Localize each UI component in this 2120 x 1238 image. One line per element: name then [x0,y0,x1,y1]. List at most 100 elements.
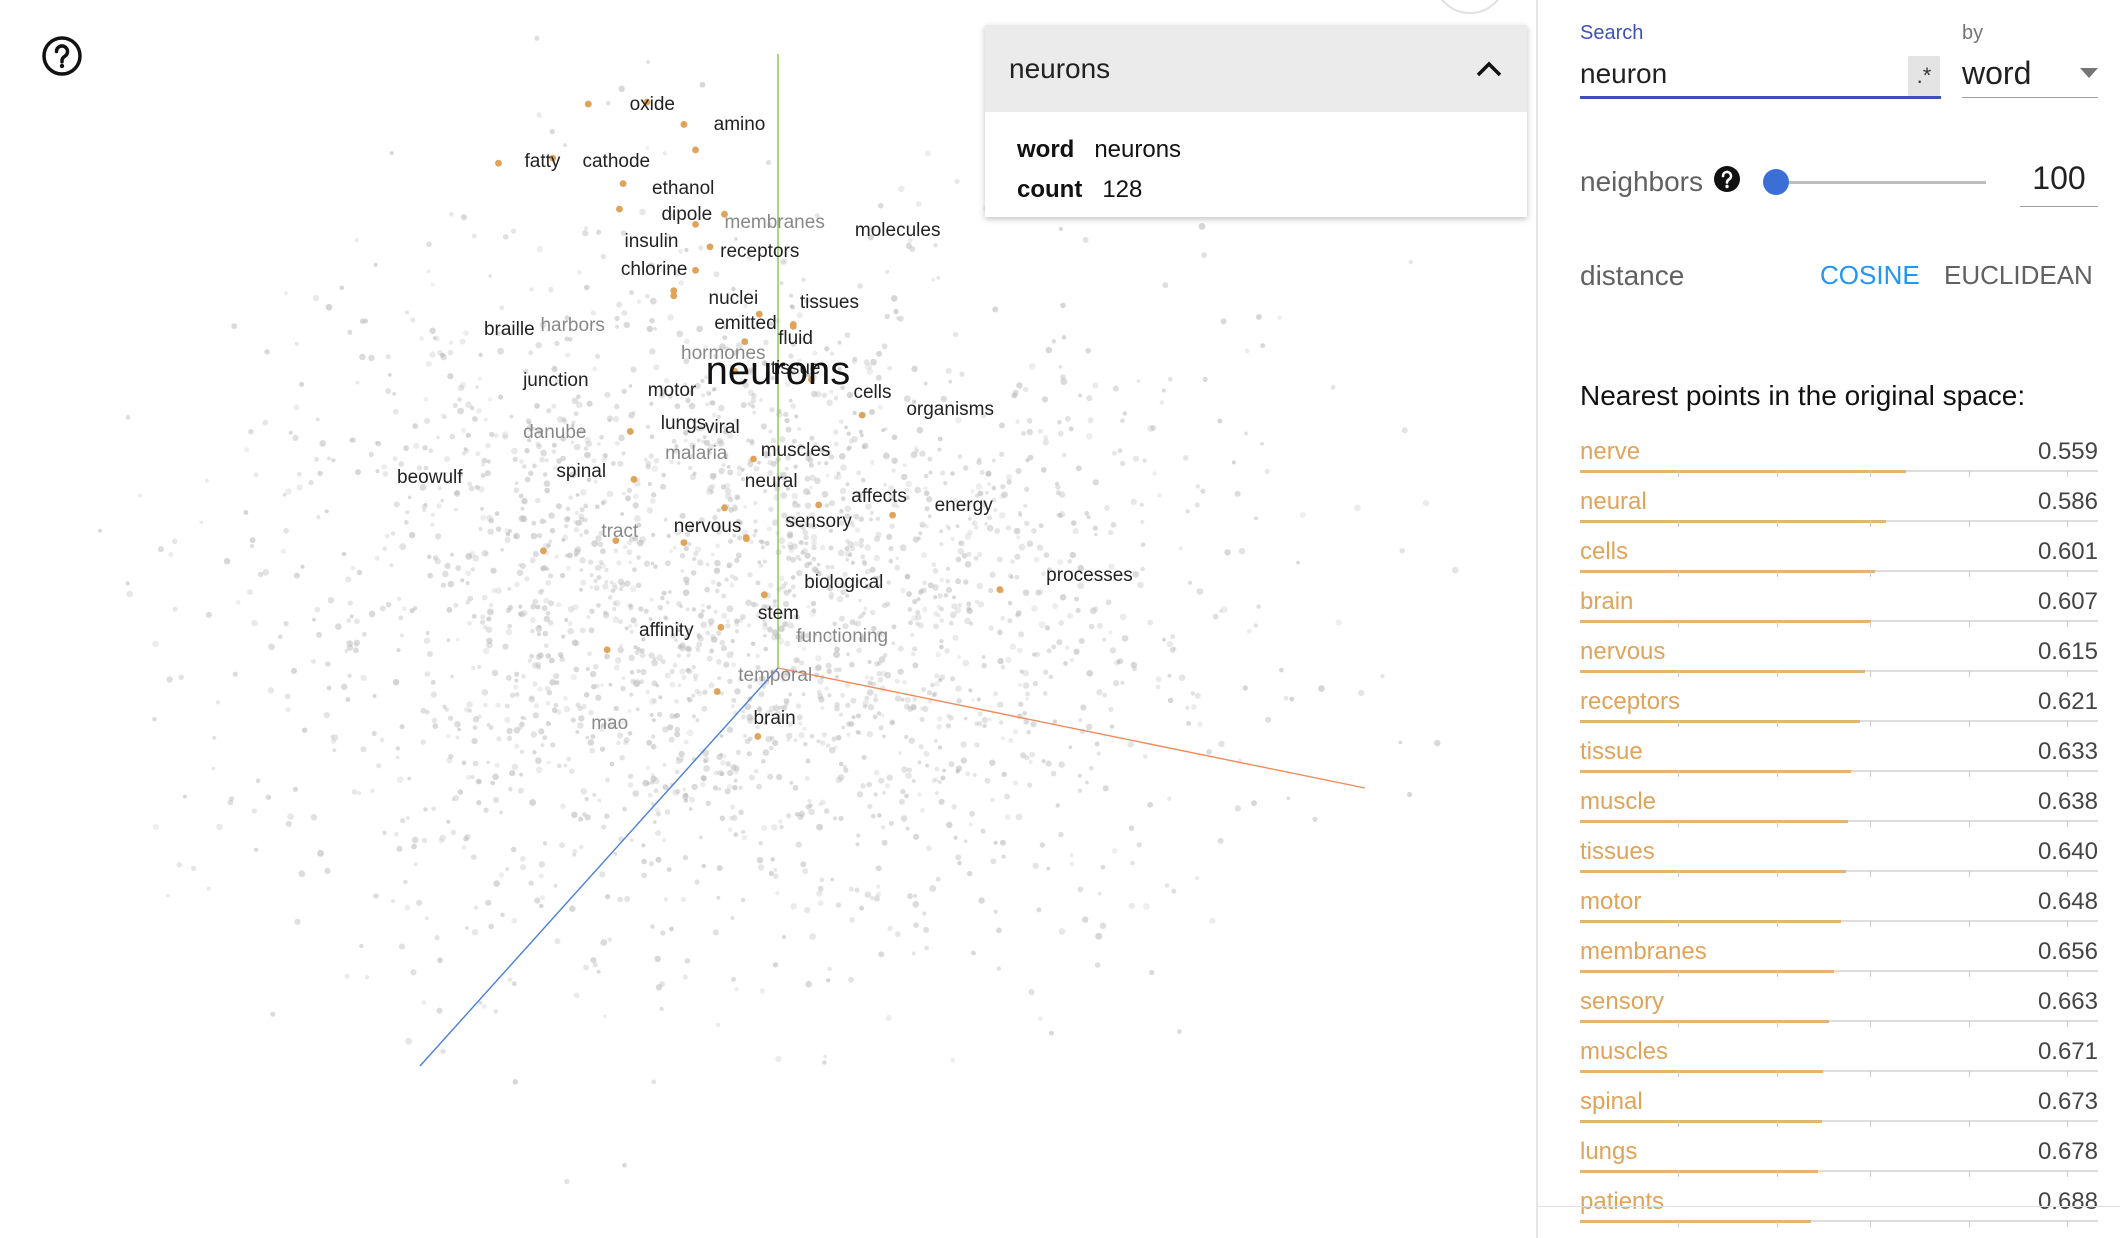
inspect-card-header[interactable]: neurons [985,25,1527,112]
point-label[interactable]: functioning [796,626,889,648]
nearest-point-row[interactable]: muscles 0.671 [1580,1032,2098,1082]
data-point [901,766,908,773]
point-label[interactable]: amino [713,114,766,136]
point-label[interactable]: brain [753,707,796,729]
point-label[interactable]: tissues [799,291,859,313]
point-label[interactable]: fatty [524,150,561,172]
nearest-point-row[interactable]: spinal 0.673 [1580,1082,2098,1132]
point-label[interactable]: hormones [681,342,766,364]
point-label[interactable]: processes [1046,565,1133,587]
data-point [904,735,909,739]
nearest-point-word[interactable]: patients [1580,1188,1665,1215]
distance-bar-tick [1968,471,1970,477]
nearest-point-word[interactable]: cells [1580,538,1629,565]
nearest-point-word[interactable]: motor [1580,888,1642,915]
nearest-point-row[interactable]: tissue 0.633 [1580,732,2098,782]
point-label[interactable]: tissue [770,358,821,380]
data-point [361,631,367,637]
point-label[interactable]: viral [704,417,740,439]
point-label[interactable]: beowulf [397,467,463,489]
point-label[interactable]: affinity [639,620,694,642]
nearest-point-row[interactable]: receptors 0.621 [1580,682,2098,732]
point-label[interactable]: biological [804,572,884,594]
point-label[interactable]: harbors [540,315,605,337]
nearest-point-word[interactable]: brain [1580,588,1634,615]
point-label[interactable]: emitted [714,313,777,335]
nearest-point-row[interactable]: nerve 0.559 [1580,432,2098,482]
point-label[interactable]: sensory [785,511,852,533]
point-label[interactable]: membranes [724,212,825,234]
point-label[interactable]: motor [647,380,697,402]
nearest-point-word[interactable]: neural [1580,488,1647,515]
regex-toggle-button[interactable]: .* [1908,56,1940,96]
point-label[interactable]: ethanol [652,177,715,199]
point-label[interactable]: molecules [854,220,941,242]
neighbors-slider-track[interactable] [1786,181,1986,184]
point-label[interactable]: nuclei [708,287,759,309]
point-label[interactable]: receptors [720,240,800,262]
distance-cosine-button[interactable]: COSINE [1820,260,1920,290]
nearest-point-row[interactable]: nervous 0.615 [1580,632,2098,682]
point-label[interactable]: insulin [624,230,679,252]
data-point [755,725,760,730]
distance-euclidean-button[interactable]: EUCLIDEAN [1944,260,2093,290]
point-label[interactable]: energy [934,494,993,516]
point-label[interactable]: temporal [738,665,813,687]
nearest-point-row[interactable]: neural 0.586 [1580,482,2098,532]
data-point [458,472,464,477]
nearest-point-row[interactable]: lungs 0.678 [1580,1132,2098,1182]
search-input[interactable] [1580,54,1904,94]
point-label[interactable]: malaria [665,442,728,464]
point-label[interactable]: affects [851,485,907,507]
point-label[interactable]: cathode [582,150,651,172]
point-label[interactable]: mao [591,713,629,734]
nearest-point-word[interactable]: muscle [1580,788,1657,815]
point-label[interactable]: dipole [661,204,713,226]
neighbors-value-input[interactable]: 100 [2032,160,2086,196]
point-label[interactable]: organisms [906,398,994,420]
nearest-point-word[interactable]: tissue [1580,738,1643,765]
nearest-point-word[interactable]: spinal [1580,1088,1643,1115]
point-label[interactable]: neurons [705,349,851,394]
point-label[interactable]: muscles [760,439,831,461]
point-label[interactable]: spinal [556,461,607,483]
point-label[interactable]: neural [744,471,798,493]
help-icon[interactable] [40,34,84,78]
neighbors-slider-thumb[interactable] [1763,169,1789,195]
nearest-point-row[interactable]: membranes 0.656 [1580,932,2098,982]
nearest-point-word[interactable]: tissues [1580,838,1655,865]
point-label[interactable]: oxide [629,93,675,115]
nearest-point-word[interactable]: sensory [1580,988,1665,1015]
nearest-point-row[interactable]: cells 0.601 [1580,532,2098,582]
nearest-point-word[interactable]: muscles [1580,1038,1669,1065]
point-label[interactable]: chlorine [620,259,688,281]
projection-viewport[interactable]: oxide amino fatty cathode ethanol dipole membr… [0,0,1536,1238]
search-by-dropdown[interactable]: word [1962,52,2098,96]
point-label[interactable]: cells [853,381,892,403]
point-label[interactable]: danube [523,422,587,444]
point-label[interactable]: braille [483,319,535,341]
nearest-point-row[interactable]: sensory 0.663 [1580,982,2098,1032]
data-point [967,529,973,536]
nearest-point-word[interactable]: nerve [1580,438,1641,465]
nearest-point-row[interactable]: muscle 0.638 [1580,782,2098,832]
chevron-up-icon[interactable] [1475,60,1503,78]
point-label[interactable]: fluid [778,328,813,350]
point-label[interactable]: lungs [660,413,707,435]
nearest-point-word[interactable]: membranes [1580,938,1707,965]
data-point [984,522,988,526]
point-label[interactable]: nervous [673,516,742,538]
data-point [773,484,781,492]
point-label[interactable]: junction [523,370,589,392]
point-label[interactable]: stem [757,602,799,624]
embedding-scatter-plot[interactable] [0,0,1536,1238]
nearest-point-word[interactable]: lungs [1580,1138,1638,1165]
nearest-point-word[interactable]: receptors [1580,688,1681,715]
nearest-point-row[interactable]: motor 0.648 [1580,882,2098,932]
nearest-point-word[interactable]: nervous [1580,638,1666,665]
nearest-point-row[interactable]: brain 0.607 [1580,582,2098,632]
neighbors-help-icon[interactable] [1712,164,1742,194]
nearest-point-row[interactable]: tissues 0.640 [1580,832,2098,882]
nearest-point-row[interactable]: patients 0.688 [1580,1182,2098,1232]
point-label[interactable]: tract [601,521,639,543]
